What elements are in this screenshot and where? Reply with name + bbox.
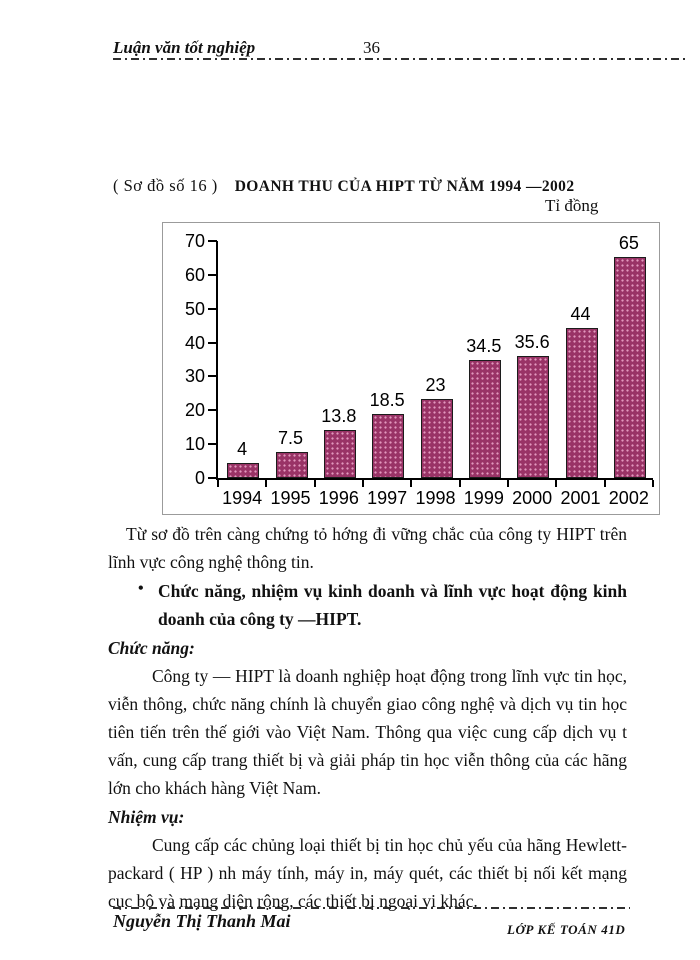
x-axis-tick [313, 480, 316, 487]
bar-value-1999: 34.5 [466, 336, 502, 357]
footer-rule [113, 907, 630, 909]
bar-2002 [613, 256, 646, 478]
bullet-icon: • [138, 580, 144, 597]
x-axis-label-1998: 1998 [415, 488, 456, 508]
bar-1999 [468, 360, 501, 478]
bar-value-1995: 7.5 [277, 427, 304, 448]
x-axis-tick [555, 480, 558, 487]
y-axis-label: 70 [184, 231, 205, 251]
y-axis-tick [208, 240, 217, 242]
body-text: Từ sơ đồ trên càng chứng tỏ hớng đi vững… [108, 520, 627, 915]
y-axis-tick [208, 307, 217, 310]
y-axis-label: 60 [184, 264, 205, 285]
bar-2000 [517, 356, 550, 478]
y-axis-tick [208, 273, 217, 276]
x-axis-label-1995: 1995 [270, 488, 311, 508]
x-axis-label-1996: 1996 [318, 488, 359, 508]
bullet-text: Chức năng, nhiệm vụ kinh doanh và lĩnh v… [158, 581, 627, 629]
x-axis-label-1997: 1997 [367, 488, 408, 508]
bar-2001 [565, 328, 598, 478]
x-axis-tick [217, 480, 219, 487]
bar-value-2002: 65 [618, 232, 639, 253]
x-axis-tick [507, 480, 509, 487]
x-axis-label-2002: 2002 [608, 488, 649, 508]
x-axis-tick [652, 480, 654, 487]
y-axis-tick [208, 375, 217, 378]
bar-value-1996: 13.8 [321, 406, 357, 427]
heading-chuc-nang: Chức năng: [108, 638, 195, 658]
x-axis-tick [458, 480, 461, 487]
y-axis-tick [208, 477, 217, 479]
page-number: 36 [363, 38, 380, 57]
x-axis-label-1994: 1994 [222, 488, 263, 508]
paragraph-nhiem-vu: Cung cấp các chủng loại thiết bị tin học… [108, 835, 627, 911]
bar-value-1998: 23 [425, 375, 446, 396]
bar-value-1997: 18.5 [369, 390, 405, 411]
bar-1998 [420, 399, 453, 478]
bar-value-2000: 35.6 [514, 332, 550, 353]
header-rule [113, 58, 688, 60]
chart-plot-area: 4 1994 7.5 1995 13.8 1996 18.5 1997 23 1998 34.5 19… [216, 233, 654, 508]
figure-caption-prefix: ( Sơ đồ số 16 ) [113, 176, 218, 195]
bar-value-1994: 4 [237, 439, 248, 460]
header-title: Luận văn tốt nghiệp [113, 38, 256, 57]
x-axis-label-1999: 1999 [463, 488, 504, 508]
footer-author: Nguyễn Thị Thanh Mai [113, 911, 291, 931]
intro-paragraph: Từ sơ đồ trên càng chứng tỏ hớng đi vững… [108, 524, 627, 572]
figure-title: DOANH THU CỦA HIPT TỪ NĂM 1994 —2002 [234, 178, 575, 195]
heading-nhiem-vu: Nhiệm vụ: [108, 807, 185, 827]
x-axis-tick [265, 480, 268, 487]
y-axis-label: 0 [194, 468, 205, 488]
bar-1996 [323, 430, 356, 478]
y-axis-label: 40 [184, 332, 205, 353]
figure-caption: ( Sơ đồ số 16 ) DOANH THU CỦA HIPT TỪ NĂM… [113, 176, 625, 196]
bullet-item: • Chức năng, nhiệm vụ kinh doanh và lĩnh… [108, 577, 627, 633]
footer-class-label: LỚP KẾ TOÁN 41D [507, 922, 626, 937]
paragraph-chuc-nang: Công ty — HIPT là doanh nghiệp hoạt động… [108, 666, 627, 798]
bar-1995 [275, 451, 308, 478]
bar-1997 [372, 414, 405, 478]
x-axis-label-2001: 2001 [560, 488, 601, 508]
bar-1994 [227, 463, 260, 478]
y-axis-label: 10 [184, 434, 205, 455]
x-axis-tick [362, 480, 364, 487]
y-axis-tick [208, 409, 217, 412]
chart-unit-label: Tỉ đồng [545, 196, 599, 215]
y-axis-tick [208, 341, 217, 344]
y-axis-tick [208, 443, 217, 446]
y-axis-label: 30 [184, 366, 205, 387]
y-axis-label: 50 [184, 298, 205, 319]
x-axis-tick [410, 480, 413, 487]
bar-chart: 4 1994 7.5 1995 13.8 1996 18.5 1997 23 1998 34.5 19… [162, 222, 660, 515]
y-axis-label: 20 [184, 400, 205, 421]
x-axis-label-2000: 2000 [512, 488, 553, 508]
x-axis-tick [603, 480, 606, 487]
bar-value-2001: 44 [570, 304, 591, 325]
